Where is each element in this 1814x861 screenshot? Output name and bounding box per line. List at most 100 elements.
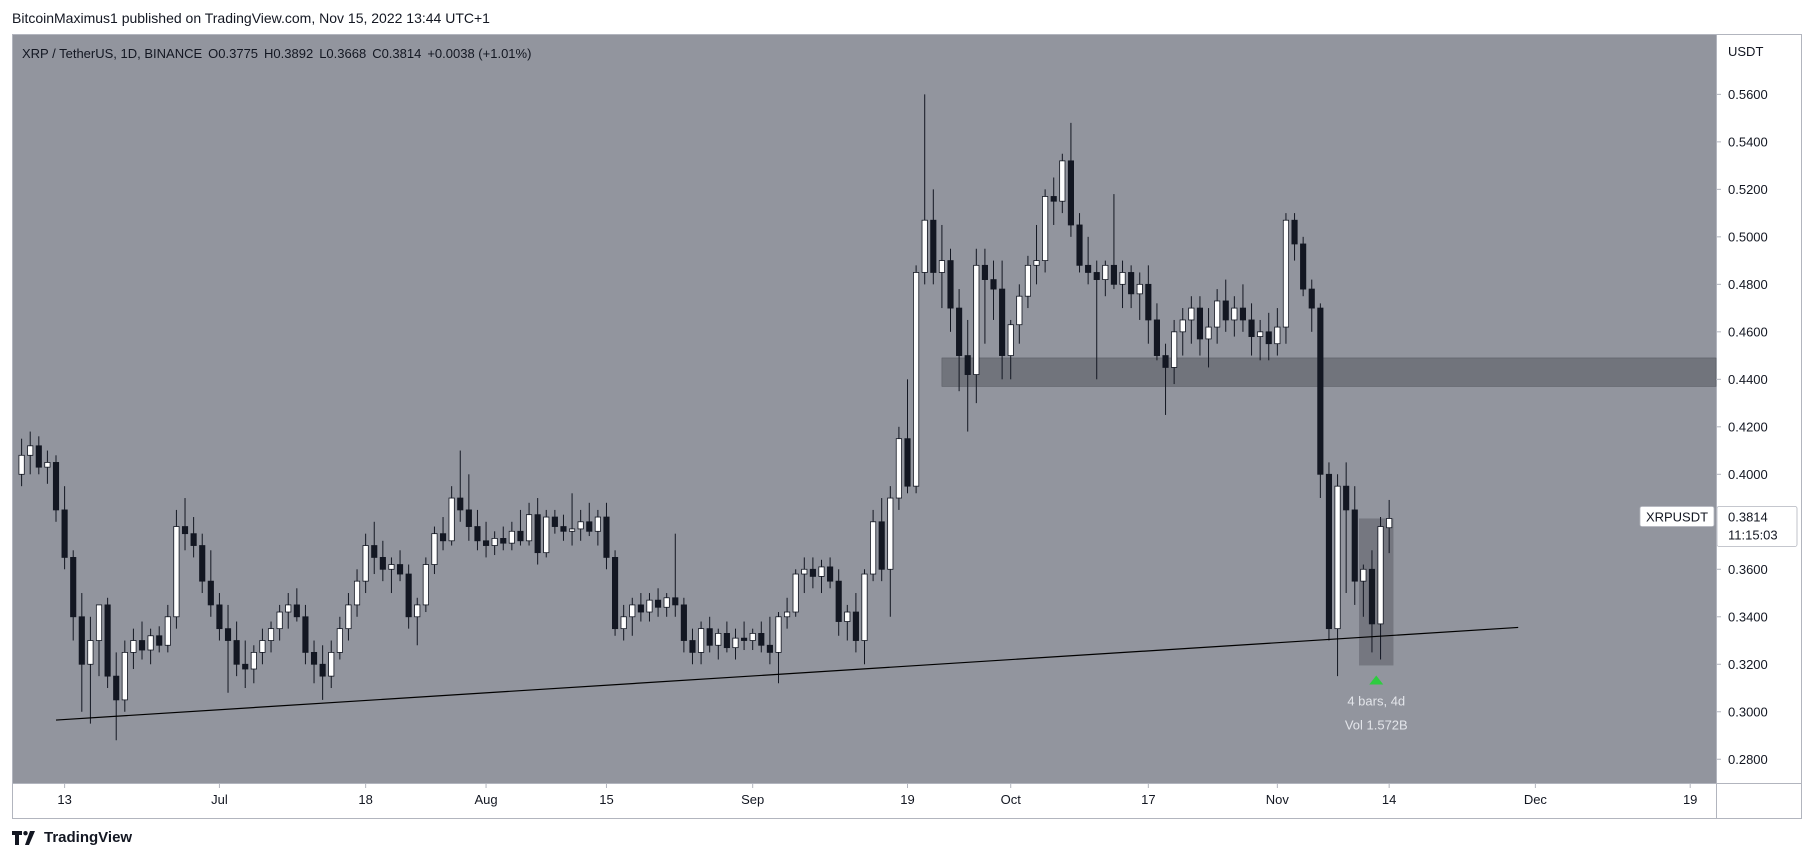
candle-body[interactable]: [973, 264, 980, 375]
candle-body[interactable]: [439, 533, 447, 542]
candle-body[interactable]: [345, 604, 352, 630]
candle-body[interactable]: [1343, 485, 1350, 511]
candle-body[interactable]: [156, 635, 163, 646]
ascending-support-trendline[interactable]: [55, 626, 1519, 721]
candle-body[interactable]: [267, 628, 275, 641]
candle-body[interactable]: [1282, 219, 1290, 328]
candle-body[interactable]: [568, 528, 576, 532]
candle-body[interactable]: [1033, 260, 1040, 266]
candle-body[interactable]: [870, 521, 877, 575]
candle-body[interactable]: [216, 604, 223, 630]
candle-body[interactable]: [121, 651, 128, 701]
candle-body[interactable]: [1325, 473, 1333, 630]
candle-body[interactable]: [130, 640, 137, 653]
candle-body[interactable]: [766, 644, 773, 653]
candle-body[interactable]: [190, 533, 197, 546]
candle-body[interactable]: [551, 516, 558, 527]
candle-body[interactable]: [302, 616, 309, 653]
candle-body[interactable]: [61, 509, 68, 558]
candle-body[interactable]: [1042, 196, 1049, 261]
candle-body[interactable]: [1248, 319, 1255, 337]
candle-body[interactable]: [534, 514, 541, 554]
candle-body[interactable]: [405, 573, 412, 618]
candle-body[interactable]: [698, 628, 705, 653]
candle-body[interactable]: [181, 526, 189, 535]
candle-body[interactable]: [577, 521, 584, 530]
candle-body[interactable]: [293, 604, 300, 618]
candle-body[interactable]: [646, 599, 653, 613]
candle-body[interactable]: [414, 604, 421, 618]
candle-body[interactable]: [947, 260, 954, 309]
candle-body[interactable]: [173, 526, 180, 618]
candle-body[interactable]: [629, 604, 636, 618]
candle-body[interactable]: [775, 616, 782, 653]
candle-body[interactable]: [1153, 319, 1161, 356]
candle-body[interactable]: [1128, 272, 1135, 295]
candle-body[interactable]: [1214, 300, 1221, 328]
candle-body[interactable]: [1274, 326, 1281, 345]
candle-body[interactable]: [242, 663, 249, 670]
candle-body[interactable]: [663, 597, 670, 608]
candle-body[interactable]: [1196, 307, 1204, 340]
candle-body[interactable]: [362, 545, 369, 582]
candle-body[interactable]: [104, 604, 111, 677]
tradingview-logo[interactable]: TradingView: [12, 829, 132, 846]
candle-body[interactable]: [1093, 272, 1100, 280]
candle-body[interactable]: [87, 640, 94, 665]
candle-body[interactable]: [147, 635, 154, 651]
candle-body[interactable]: [396, 564, 404, 575]
candle-body[interactable]: [689, 640, 696, 653]
candle-body[interactable]: [1076, 224, 1083, 266]
candle-body[interactable]: [465, 509, 472, 527]
candle-body[interactable]: [1368, 568, 1376, 625]
candle-body[interactable]: [164, 616, 171, 646]
candle-body[interactable]: [482, 540, 490, 546]
candle-body[interactable]: [844, 611, 851, 622]
candle-body[interactable]: [586, 521, 593, 532]
candle-body[interactable]: [594, 516, 601, 532]
candle-body[interactable]: [525, 514, 533, 542]
candle-body[interactable]: [95, 604, 103, 641]
candle-body[interactable]: [895, 438, 902, 499]
candle-body[interactable]: [784, 611, 791, 618]
candle-body[interactable]: [1059, 160, 1066, 202]
candle-body[interactable]: [207, 580, 214, 606]
candle-body[interactable]: [938, 260, 945, 273]
candle-body[interactable]: [1067, 160, 1074, 226]
candle-body[interactable]: [328, 651, 335, 677]
candle-body[interactable]: [1162, 355, 1169, 368]
candle-body[interactable]: [310, 651, 318, 665]
candle-body[interactable]: [852, 611, 859, 641]
candle-body[interactable]: [1231, 307, 1238, 321]
candle-body[interactable]: [353, 580, 361, 606]
candle-body[interactable]: [1308, 288, 1315, 309]
candle-body[interactable]: [1119, 272, 1126, 285]
candle-body[interactable]: [1007, 324, 1014, 356]
candle-body[interactable]: [913, 272, 920, 487]
candle-body[interactable]: [1360, 568, 1367, 582]
candle-body[interactable]: [319, 663, 326, 677]
candle-body[interactable]: [1265, 331, 1272, 345]
candle-body[interactable]: [285, 604, 292, 613]
candle-body[interactable]: [1386, 518, 1393, 529]
candle-body[interactable]: [1171, 331, 1178, 368]
candle-body[interactable]: [336, 628, 343, 653]
candle-body[interactable]: [1239, 307, 1247, 321]
symbol-name[interactable]: XRP / TetherUS, 1D, BINANCE: [22, 46, 202, 61]
candle-body[interactable]: [921, 219, 928, 273]
candle-body[interactable]: [371, 545, 378, 558]
candle-body[interactable]: [431, 533, 438, 565]
candle-body[interactable]: [620, 616, 627, 630]
candle-body[interactable]: [1257, 331, 1264, 337]
candle-body[interactable]: [1102, 264, 1109, 280]
candle-body[interactable]: [199, 545, 206, 582]
candle-body[interactable]: [1291, 219, 1298, 245]
candle-body[interactable]: [35, 445, 42, 468]
candle-body[interactable]: [250, 651, 257, 670]
candle-body[interactable]: [78, 616, 85, 665]
candle-body[interactable]: [500, 538, 507, 544]
range-measure-box[interactable]: [1359, 518, 1394, 666]
candle-body[interactable]: [758, 633, 765, 646]
candle-body[interactable]: [861, 573, 868, 641]
symbol-legend[interactable]: XRP / TetherUS, 1D, BINANCE O0.3775 H0.389…: [22, 46, 531, 61]
